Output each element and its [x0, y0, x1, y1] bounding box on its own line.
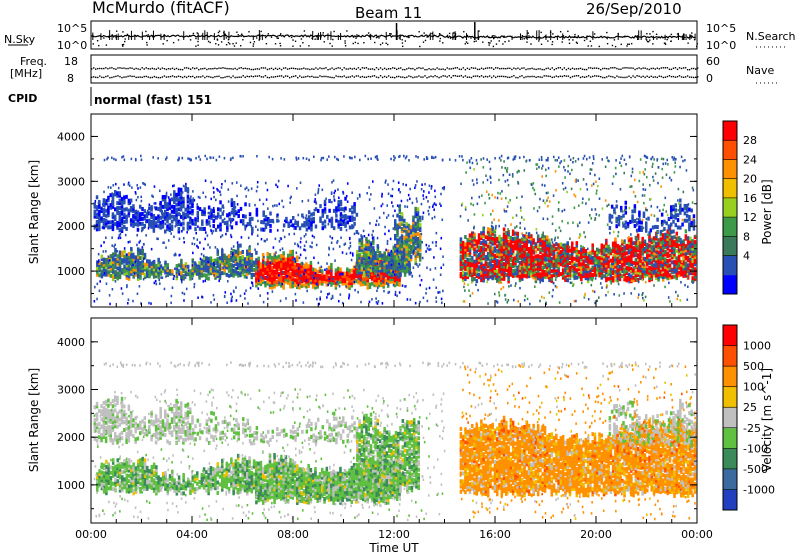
station-title: McMurdo (fitACF) [92, 0, 230, 17]
colorbar-segment [723, 489, 737, 511]
colorbar-tick-label: -500 [743, 463, 768, 476]
nsearch-lo-label: 10^0 [706, 39, 736, 52]
colorbar-tick-label: 25 [743, 401, 757, 414]
colorbar-segment [723, 468, 737, 490]
colorbar-segment [723, 217, 737, 237]
cpid-strip: CPID normal (fast) 151 [8, 87, 212, 107]
colorbar-tick-label: 8 [743, 230, 750, 243]
y-tick-label: 3000 [57, 175, 85, 188]
colorbar-segment [723, 407, 737, 429]
colorbar-tick-label: 28 [743, 134, 757, 147]
nave-hi-label: 60 [706, 55, 720, 68]
colorbar-segment [723, 274, 737, 295]
y-tick-label: 2000 [57, 431, 85, 444]
colorbar-segment [723, 427, 737, 449]
date-title: 26/Sep/2010 [586, 0, 682, 18]
velocity-ylabel: Slant Range [km] [27, 368, 41, 472]
power-ylabel: Slant Range [km] [27, 160, 41, 264]
colorbar-tick-label: 12 [743, 211, 757, 224]
colorbar-segment [723, 178, 737, 199]
y-tick-label: 1000 [57, 479, 85, 492]
freq-lo-label: 8 [67, 72, 74, 85]
freq-strip: Freq. [MHz] 18 8 60 0 Nave [10, 54, 778, 85]
x-tick-label: 12:00 [378, 528, 410, 541]
cpid-value: normal (fast) 151 [94, 93, 212, 107]
colorbar-segment [723, 386, 737, 408]
colorbar-segment [723, 255, 737, 276]
nsearch-label: N.Search [746, 30, 796, 43]
colorbar-segment [723, 345, 737, 367]
colorbar-segment [723, 325, 737, 347]
freq-unit-label: [MHz] [10, 67, 42, 80]
freq-label: Freq. [20, 55, 47, 68]
y-tick-label: 3000 [57, 384, 85, 397]
colorbar-tick-label: -25 [743, 422, 761, 435]
nave-label: Nave [746, 64, 774, 77]
nsky-hi-label: 10^5 [57, 22, 87, 35]
y-tick-label: 4000 [57, 336, 85, 349]
colorbar-segment [723, 236, 737, 257]
colorbar-segment [723, 448, 737, 470]
cpid-label: CPID [8, 92, 37, 105]
colorbar-tick-label: 4 [743, 250, 750, 263]
y-tick-label: 4000 [57, 130, 85, 143]
freq-hi-label: 18 [64, 55, 78, 68]
colorbar-tick-label: 16 [743, 192, 757, 205]
nsky-label: N.Sky [4, 33, 36, 46]
colorbar-tick-label: -1000 [743, 483, 775, 496]
nsky-strip: N.Sky 10^5 10^0 10^5 10^0 N.Search [4, 20, 796, 52]
x-axis-label: Time UT [368, 541, 419, 554]
velocity-colorbar-label: Velocity [m s^-1] [760, 368, 774, 472]
colorbar-tick-label: 20 [743, 173, 757, 186]
colorbar-tick-label: 24 [743, 153, 757, 166]
colorbar-segment [723, 366, 737, 388]
x-tick-label: 00:00 [681, 528, 713, 541]
power-colorbar-label: Power [dB] [760, 179, 774, 244]
colorbar-segment [723, 140, 737, 160]
colorbar-segment [723, 197, 737, 218]
nsky-lo-label: 10^0 [57, 39, 87, 52]
velocity-panel: 1000 2000 3000 4000 Slant Range [km] 1000 50… [27, 114, 775, 554]
beam-title: Beam 11 [355, 4, 422, 22]
x-tick-label: 00:00 [75, 528, 107, 541]
power-panel: 1000 2000 3000 4000 Slant Range [km] 28 24 20… [27, 113, 774, 308]
velocity-heatmap [93, 361, 697, 522]
nsearch-hi-label: 10^5 [706, 22, 736, 35]
colorbar-segment [723, 159, 737, 180]
nave-lo-label: 0 [706, 72, 713, 85]
colorbar-tick-label: 100 [743, 381, 764, 394]
x-tick-label: 04:00 [176, 528, 208, 541]
colorbar-tick-label: 500 [743, 360, 764, 373]
x-tick-label: 20:00 [580, 528, 612, 541]
x-tick-label: 08:00 [277, 528, 309, 541]
colorbar-tick-label: 1000 [743, 340, 771, 353]
colorbar-segment [723, 121, 737, 141]
y-tick-label: 2000 [57, 220, 85, 233]
colorbar-tick-label: -100 [743, 442, 768, 455]
y-tick-label: 1000 [57, 265, 85, 278]
x-tick-label: 16:00 [479, 528, 511, 541]
power-heatmap [93, 154, 697, 306]
